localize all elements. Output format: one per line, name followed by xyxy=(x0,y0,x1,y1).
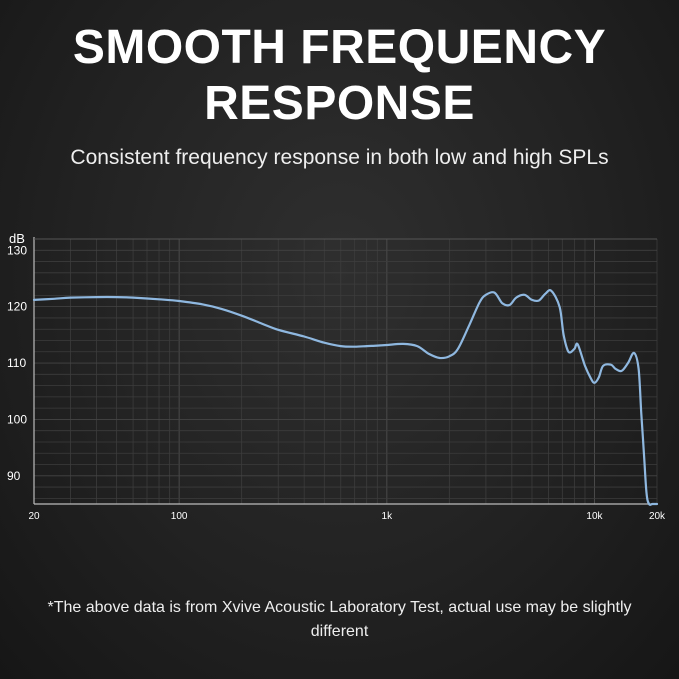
y-axis-label: dB xyxy=(9,231,25,246)
footnote-disclaimer: *The above data is from Xvive Acoustic L… xyxy=(47,599,632,640)
x-tick-label: 1k xyxy=(382,511,394,522)
page-title-line-1: SMOOTH FREQUENCY xyxy=(72,21,607,74)
y-tick-label: 120 xyxy=(7,300,27,314)
x-tick-label: 20k xyxy=(649,511,666,522)
chart-series xyxy=(32,289,659,506)
y-tick-label: 110 xyxy=(7,356,26,370)
page-subtitle: Consistent frequency response in both lo… xyxy=(70,146,609,169)
y-tick-label: 90 xyxy=(7,469,21,483)
x-tick-label: 20 xyxy=(28,511,40,522)
x-tick-label: 10k xyxy=(586,511,603,522)
chart-axes xyxy=(33,237,657,505)
page-title-line-2: RESPONSE xyxy=(204,77,475,130)
chart-grid xyxy=(33,238,658,504)
y-tick-label: 130 xyxy=(7,243,27,257)
frequency-response-curve xyxy=(32,289,659,506)
y-tick-label: 100 xyxy=(7,412,27,426)
x-tick-label: 100 xyxy=(171,511,188,522)
